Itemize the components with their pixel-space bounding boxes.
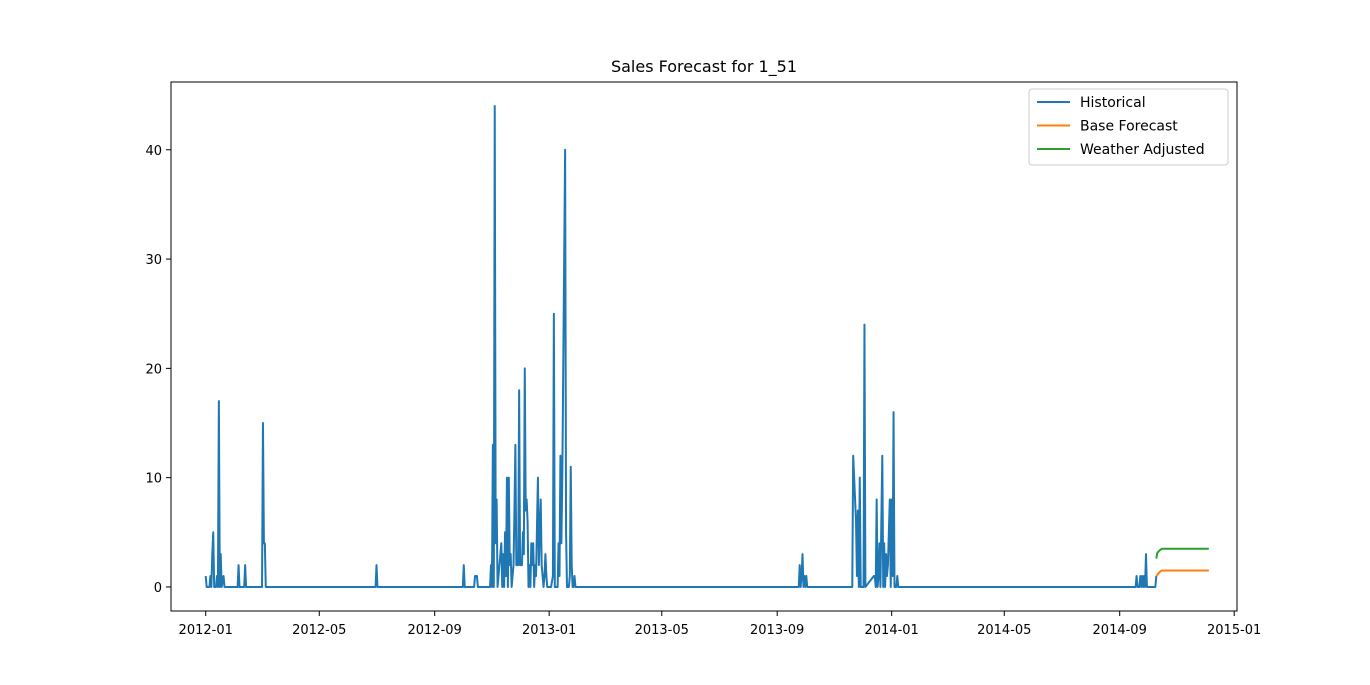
series-line-historical	[204, 105, 1158, 588]
axes-frame	[170, 81, 1238, 612]
y-tick-label: 20	[145, 362, 162, 377]
x-tick-label: 2012-09	[408, 623, 462, 638]
y-axis: 0 10 20 30 40	[145, 144, 171, 596]
y-tick-label: 0	[154, 581, 162, 596]
x-tick-label: 2013-01	[522, 623, 576, 638]
chart-title: Sales Forecast for 1_51	[611, 57, 797, 77]
legend-label: Historical	[1080, 95, 1146, 111]
x-tick-label: 2014-05	[977, 623, 1031, 638]
series-line-weather-adjusted	[1155, 547, 1209, 559]
legend-label: Weather Adjusted	[1080, 142, 1205, 158]
plot-area: 2012-01 2012-05 2012-09 2013-01 2013-05 2013-…	[145, 81, 1261, 638]
x-tick-label: 2015-01	[1207, 623, 1261, 638]
x-tick-label: 2014-09	[1093, 623, 1147, 638]
x-tick-label: 2012-05	[292, 623, 346, 638]
y-tick-label: 40	[145, 144, 162, 159]
series-line-base-forecast	[1155, 569, 1209, 577]
series-layer	[204, 105, 1209, 588]
chart-legend: Historical Base Forecast Weather Adjusted	[1028, 88, 1229, 166]
y-tick-label: 10	[145, 472, 162, 487]
x-tick-label: 2014-01	[865, 623, 919, 638]
y-tick-label: 30	[145, 253, 162, 268]
x-tick-label: 2013-09	[750, 623, 804, 638]
legend-box	[1028, 88, 1229, 166]
x-tick-label: 2013-05	[635, 623, 689, 638]
x-tick-label: 2012-01	[179, 623, 233, 638]
legend-label: Base Forecast	[1080, 119, 1178, 135]
x-axis: 2012-01 2012-05 2012-09 2013-01 2013-05 2013-…	[179, 611, 1261, 638]
